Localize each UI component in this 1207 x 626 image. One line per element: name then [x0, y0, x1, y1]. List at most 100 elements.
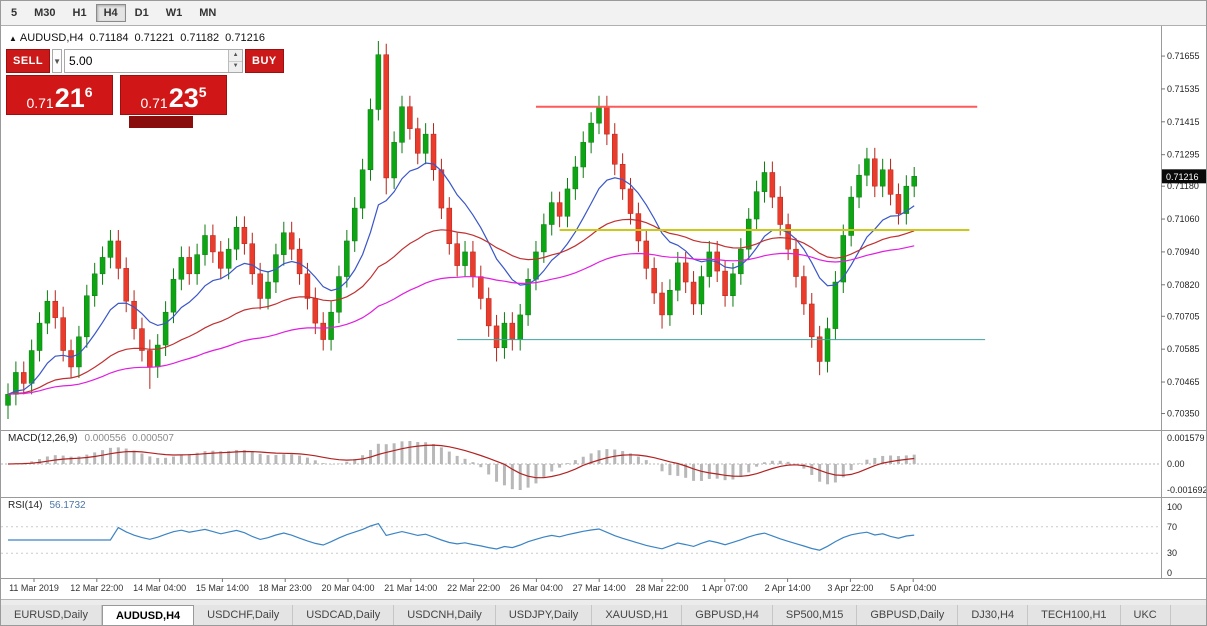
tab-usdchf-daily[interactable]: USDCHF,Daily — [194, 605, 294, 625]
candle-body — [903, 185, 910, 214]
candle-body — [52, 300, 59, 318]
candle-body — [785, 224, 791, 250]
candle-body — [162, 311, 169, 346]
candle-body — [470, 251, 476, 277]
candle-body — [44, 300, 51, 324]
tab-eurusd-daily[interactable]: EURUSD,Daily — [1, 605, 102, 625]
candle-body — [667, 290, 673, 316]
sell-price-button[interactable]: 0.71 21 6 — [6, 75, 113, 115]
candle-body — [895, 194, 902, 214]
buy-price-button[interactable]: 0.71 23 5 — [120, 75, 227, 115]
candle-body — [454, 243, 460, 266]
volume-dropdown-button[interactable]: ▼ — [52, 49, 63, 73]
candle-body — [446, 207, 453, 244]
timeframe-h1[interactable]: H1 — [65, 4, 95, 22]
tab-usdcnh-daily[interactable]: USDCNH,Daily — [394, 605, 496, 625]
candle-body — [202, 235, 208, 255]
buy-button[interactable]: BUY — [245, 49, 284, 73]
tab-ukc[interactable]: UKC — [1120, 605, 1171, 625]
buy-price-big: 23 — [168, 83, 199, 113]
ohlc-high: 0.71221 — [134, 32, 175, 44]
candle-body — [525, 279, 531, 316]
tab-dj30-h4[interactable]: DJ30,H4 — [958, 605, 1029, 625]
candle-body — [675, 262, 681, 291]
candle-body — [320, 322, 326, 340]
candle-body — [99, 257, 106, 275]
time-axis-label: 12 Mar 22:00 — [70, 583, 123, 593]
candle-body — [123, 268, 129, 302]
macd-signal-line — [7, 444, 915, 479]
candle-body — [493, 325, 500, 349]
candle-body — [864, 158, 870, 176]
current-price-box — [1162, 169, 1206, 184]
macd-value-signal: 0.000507 — [132, 433, 174, 444]
candle-body — [194, 254, 200, 275]
candle-body — [887, 169, 894, 195]
sell-button[interactable]: SELL — [6, 49, 51, 73]
candle-body — [422, 133, 429, 154]
time-axis-label: 18 Mar 23:00 — [259, 583, 312, 593]
timeframe-5[interactable]: 5 — [3, 4, 25, 22]
trade-controls-row: SELL ▼ ▲ ▼ BUY — [6, 49, 284, 73]
candle-body — [848, 196, 854, 236]
tab-audusd-h4[interactable]: AUDUSD,H4 — [101, 605, 195, 625]
time-axis-label: 20 Mar 04:00 — [321, 583, 374, 593]
candle-body — [139, 328, 145, 351]
timeframe-h4[interactable]: H4 — [95, 4, 126, 22]
candle-body — [824, 328, 831, 362]
candle-body — [485, 298, 492, 327]
one-click-trading-panel: SELL ▼ ▲ ▼ BUY 0.71 21 6 0.71 23 — [6, 49, 284, 179]
tab-usdcad-daily[interactable]: USDCAD,Daily — [293, 605, 395, 625]
candle-body — [793, 248, 799, 277]
tab-sp500-m15[interactable]: SP500,M15 — [772, 605, 858, 625]
candle-body — [415, 128, 421, 154]
price-axis-label: 0.71295 — [1167, 150, 1200, 160]
tab-gbpusd-daily[interactable]: GBPUSD,Daily — [857, 605, 959, 625]
ema-mid-line — [7, 218, 915, 395]
candle-body — [769, 172, 776, 198]
candle-body — [438, 169, 445, 209]
time-axis-label: 11 Mar 2019 — [9, 583, 59, 593]
candle-body — [706, 251, 713, 277]
candle-body — [627, 188, 634, 214]
timeframe-m30[interactable]: M30 — [26, 4, 63, 22]
candle-body — [738, 248, 744, 275]
candle-body — [36, 322, 43, 351]
candle-body — [265, 281, 271, 299]
rsi-axis-label: 30 — [1167, 548, 1177, 558]
rsi-axis-label: 0 — [1167, 568, 1172, 578]
tab-tech100-h1[interactable]: TECH100,H1 — [1028, 605, 1121, 625]
candle-body — [872, 158, 878, 187]
candle-body — [115, 240, 122, 269]
candle-body — [5, 394, 11, 406]
candle-body — [572, 166, 579, 190]
macd-axis-label: -0.001692 — [1167, 485, 1207, 495]
tab-usdjpy-daily[interactable]: USDJPY,Daily — [495, 605, 593, 625]
volume-input[interactable] — [65, 50, 229, 72]
volume-up-button[interactable]: ▲ — [229, 50, 243, 62]
tab-xauusd-h1[interactable]: XAUUSD,H1 — [592, 605, 683, 625]
rsi-line — [8, 522, 915, 551]
panel-footer-bar — [129, 116, 193, 128]
candle-body — [391, 142, 397, 179]
timeframe-d1[interactable]: D1 — [127, 4, 157, 22]
time-axis-label: 27 Mar 14:00 — [573, 583, 626, 593]
candle-body — [548, 202, 555, 225]
candle-body — [68, 350, 74, 368]
candle-body — [501, 322, 508, 349]
timeframe-w1[interactable]: W1 — [158, 4, 191, 22]
rsi-name: RSI(14) — [8, 500, 43, 511]
candle-body — [84, 295, 90, 338]
candle-body — [517, 314, 523, 340]
candle-body — [596, 106, 602, 124]
trade-prices-row: 0.71 21 6 0.71 23 5 — [6, 75, 227, 115]
volume-down-button[interactable]: ▼ — [229, 61, 243, 72]
timeframe-mn[interactable]: MN — [191, 4, 224, 22]
candle-body — [722, 270, 728, 296]
candle-body — [612, 133, 618, 165]
macd-axis-label: 0.00 — [1167, 459, 1185, 469]
rsi-indicator-label: RSI(14) 56.1732 — [8, 500, 86, 511]
tab-gbpusd-h4[interactable]: GBPUSD,H4 — [682, 605, 773, 625]
time-axis-label: 26 Mar 04:00 — [510, 583, 563, 593]
